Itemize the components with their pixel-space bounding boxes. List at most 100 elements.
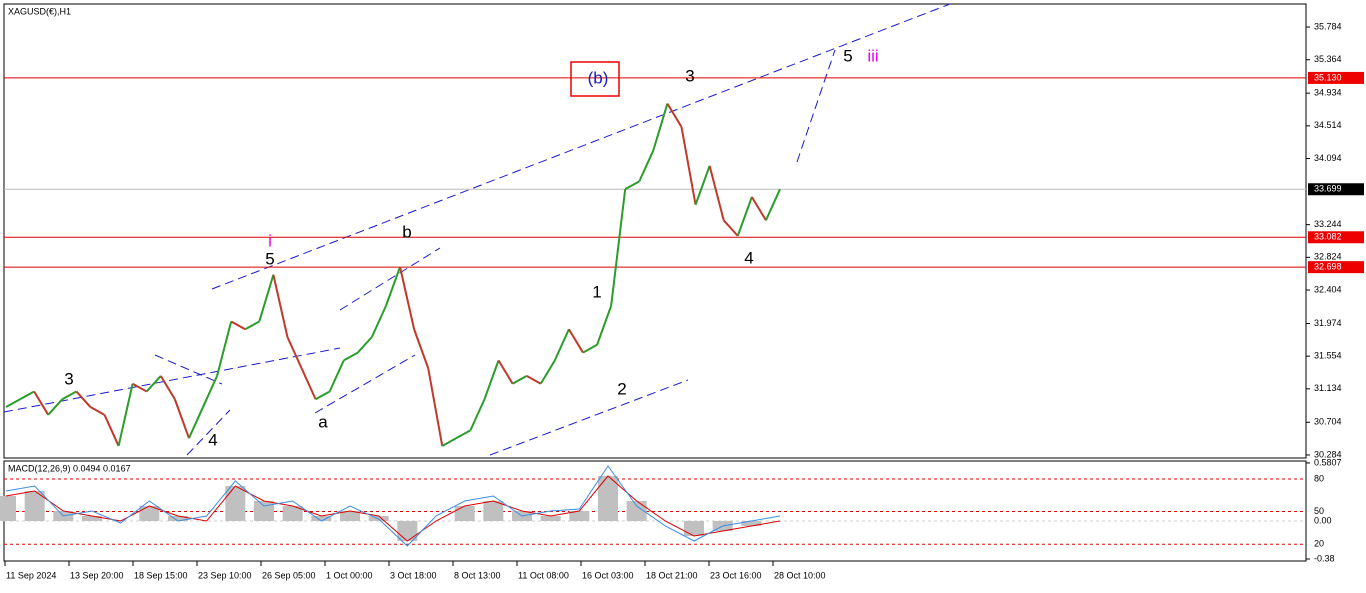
price-segment xyxy=(33,390,50,416)
price-segment xyxy=(159,375,176,400)
price-segment xyxy=(582,343,598,354)
macd-bar xyxy=(741,521,762,526)
level-tag xyxy=(1308,231,1364,244)
current-tag xyxy=(1308,183,1364,196)
price-segment xyxy=(5,398,21,408)
y-tick-label: 35.784 xyxy=(1314,21,1342,31)
wave-label: 3 xyxy=(685,66,694,85)
y-tick-label: 34.934 xyxy=(1314,88,1342,98)
price-segment xyxy=(385,266,401,307)
macd-tick-label: 80 xyxy=(1314,473,1324,483)
macd-signal-line xyxy=(5,475,781,542)
macd-bar xyxy=(168,516,188,521)
y-tick-label: 30.284 xyxy=(1314,449,1342,459)
wave-label: 4 xyxy=(208,430,217,449)
macd-bar xyxy=(139,506,160,521)
price-segment xyxy=(652,103,669,151)
price-segment xyxy=(666,103,683,128)
wave-label: 2 xyxy=(617,379,626,398)
macd-bar xyxy=(598,476,618,521)
macd-tick-label: 20 xyxy=(1314,539,1324,549)
price-segment xyxy=(526,375,542,385)
y-tick-label: 35.364 xyxy=(1314,54,1342,64)
x-tick-label: 1 Oct 00:00 xyxy=(326,570,373,580)
price-segment xyxy=(357,336,373,354)
price-segment xyxy=(539,359,556,385)
current-label: 33.699 xyxy=(1314,184,1342,194)
wave-label: a xyxy=(318,412,328,431)
x-tick-label: 23 Sep 10:00 xyxy=(198,570,252,580)
price-segment xyxy=(61,390,77,401)
wave-label: 5 xyxy=(265,249,274,268)
price-segment xyxy=(694,165,711,206)
macd-bar xyxy=(626,501,647,521)
level-tag xyxy=(1308,261,1364,274)
macd-tick-label: 50 xyxy=(1314,506,1324,516)
price-segment xyxy=(708,165,725,221)
price-segment xyxy=(568,328,584,354)
price-segment xyxy=(750,196,767,221)
price-segment xyxy=(497,359,514,385)
x-tick-label: 3 Oct 18:00 xyxy=(390,570,437,580)
price-segment xyxy=(272,274,289,338)
macd-title: MACD(12,26,9) 0.0494 0.0167 xyxy=(8,463,131,473)
macd-bar xyxy=(24,491,45,521)
wave-label: iii xyxy=(867,46,878,65)
price-segment xyxy=(553,328,570,361)
y-tick-label: 31.134 xyxy=(1314,383,1342,393)
y-tick-label: 31.554 xyxy=(1314,351,1342,361)
price-segment xyxy=(173,398,190,439)
macd-tick-label: -0.38 xyxy=(1314,553,1335,563)
macd-main-line xyxy=(5,465,781,547)
price-segment xyxy=(680,126,697,205)
price-segment xyxy=(145,375,162,393)
label-box xyxy=(570,61,620,97)
macd-bar xyxy=(0,496,16,521)
x-tick-label: 11 Oct 08:00 xyxy=(518,570,569,580)
y-tick-label: 31.974 xyxy=(1314,318,1342,328)
price-segment xyxy=(441,437,457,447)
x-tick-label: 23 Oct 16:00 xyxy=(710,570,762,580)
price-segment xyxy=(75,390,92,408)
y-tick-label: 30.704 xyxy=(1314,417,1342,427)
price-segment xyxy=(610,189,627,307)
wave-label: (b) xyxy=(588,68,609,87)
y-tick-label: 34.094 xyxy=(1314,153,1342,163)
wave-label: 4 xyxy=(744,248,753,267)
macd-bar xyxy=(340,511,360,521)
price-segment xyxy=(216,321,233,377)
price-segment xyxy=(624,180,640,191)
price-segment xyxy=(258,274,275,322)
price-segment xyxy=(202,375,219,408)
price-segment xyxy=(469,398,486,431)
price-segment xyxy=(328,359,345,392)
y-tick-label: 32.824 xyxy=(1314,252,1342,262)
macd-tick-label: 0.5807 xyxy=(1314,457,1342,467)
x-tick-label: 16 Oct 03:00 xyxy=(582,570,634,580)
macd-bar xyxy=(225,486,246,521)
macd-bar xyxy=(82,516,102,521)
level-label: 32.698 xyxy=(1314,262,1342,272)
macd-bar xyxy=(569,511,590,521)
price-segment xyxy=(286,336,303,369)
price-segment xyxy=(483,360,500,400)
level-tag xyxy=(1308,71,1364,84)
price-segment xyxy=(47,398,64,416)
macd-bar xyxy=(540,516,561,521)
wave-label: i xyxy=(268,231,272,250)
x-tick-label: 13 Sep 20:00 xyxy=(70,570,124,580)
y-tick-label: 32.404 xyxy=(1314,284,1342,294)
price-segment xyxy=(89,406,105,416)
price-segment xyxy=(638,149,655,182)
price-segment xyxy=(413,328,430,369)
price-segment xyxy=(596,305,613,346)
x-tick-label: 11 Sep 2024 xyxy=(6,570,56,580)
x-tick-label: 8 Oct 13:00 xyxy=(454,570,501,580)
price-segment xyxy=(244,320,260,331)
wave-label: 5 xyxy=(843,46,852,65)
price-segment xyxy=(230,320,246,331)
price-segment xyxy=(455,429,471,440)
y-tick-label: 33.244 xyxy=(1314,219,1342,229)
price-segment xyxy=(19,390,35,401)
